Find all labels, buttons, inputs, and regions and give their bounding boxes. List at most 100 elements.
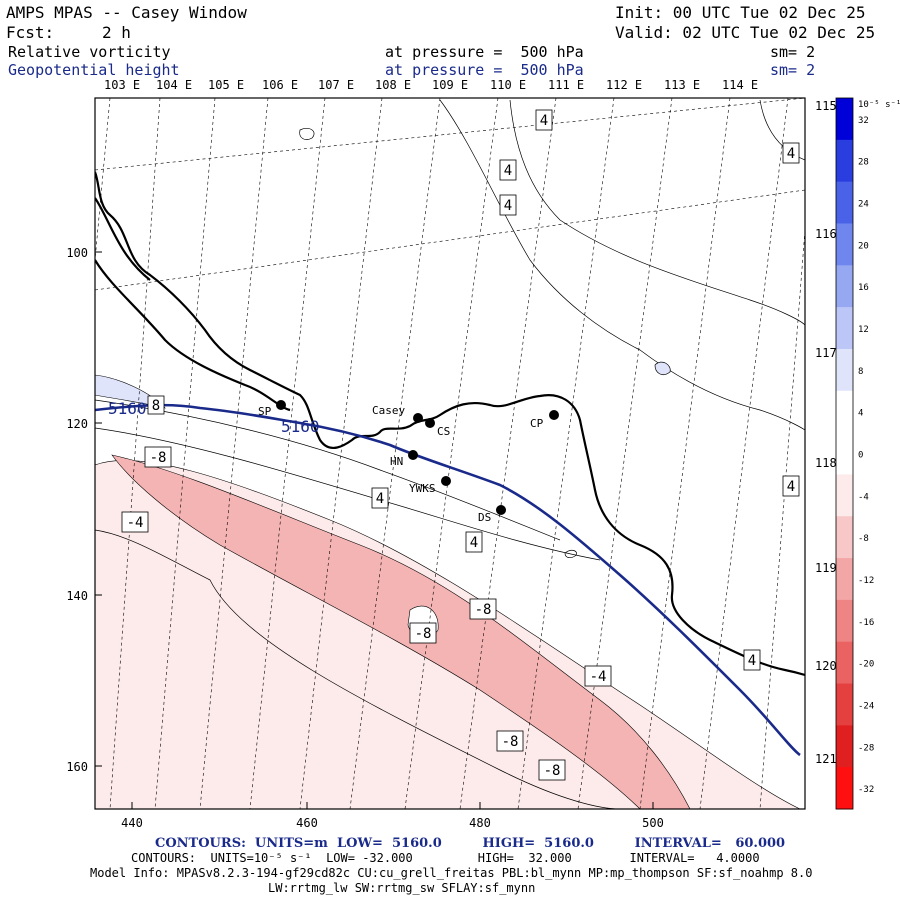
vorticity-contour xyxy=(439,99,805,431)
vort-label-box: 8 xyxy=(147,395,165,415)
vort-label-box: 4 xyxy=(499,159,517,181)
svg-text:-4: -4 xyxy=(590,669,607,685)
station-marker xyxy=(413,413,423,423)
init-time: Init: 00 UTC Tue 02 Dec 25 xyxy=(615,3,866,22)
station-label: YWKS xyxy=(409,482,436,495)
coastline xyxy=(95,197,151,281)
height-contour-info: CONTOURS: UNITS=m LOW= 5160.0 HIGH= 5160… xyxy=(155,836,786,851)
valid-time: Valid: 02 UTC Tue 02 Dec 25 xyxy=(615,23,876,42)
lon-label: 111 E xyxy=(548,78,584,92)
svg-text:-8: -8 xyxy=(415,626,432,642)
colorbar-tick-label: 16 xyxy=(858,283,869,293)
grid-line xyxy=(199,98,269,809)
vort-label-box: -8 xyxy=(409,622,437,644)
colorbar-swatch xyxy=(836,390,853,434)
vort-label-box: 4 xyxy=(499,194,517,216)
colorbar-tick-label: -24 xyxy=(858,701,874,711)
vorticity-contour xyxy=(654,361,671,375)
svg-text:4: 4 xyxy=(787,146,795,162)
vorticity-shade-pos8 xyxy=(95,374,166,409)
vort-label-box: 4 xyxy=(782,142,800,164)
colorbar-swatch xyxy=(836,641,853,685)
station-label: Casey xyxy=(372,404,405,417)
colorbar-swatch xyxy=(836,474,853,517)
colorbar-swatch xyxy=(836,599,853,643)
colorbar: 32 28 24 20 16 12 8 4 0 -4 -8 -12 -16 -20 -24 -28 -32 xyxy=(835,97,874,810)
lon-label: 104 E xyxy=(156,78,192,92)
model-info-physics: LW:rrtmg_lw SW:rrtmg_sw SFLAY:sf_mynn xyxy=(268,881,536,895)
fcst-label: Fcst: xyxy=(6,23,55,42)
svg-text:4: 4 xyxy=(540,113,548,129)
x-tick-label: 440 xyxy=(121,816,143,830)
colorbar-tick-label: 28 xyxy=(858,158,869,168)
svg-text:4: 4 xyxy=(376,491,384,507)
vort-label-box: -8 xyxy=(469,598,497,620)
lon-label: 114 E xyxy=(722,78,758,92)
vort-label-box: 4 xyxy=(782,475,800,497)
colorbar-units: 10⁻⁵ s⁻¹ xyxy=(858,100,900,110)
colorbar-tick-label: 12 xyxy=(858,325,869,335)
svg-text:4: 4 xyxy=(504,198,512,214)
station-label: CP xyxy=(530,417,544,430)
station-label: DS xyxy=(478,511,491,524)
field1-level: at pressure = 500 hPa xyxy=(385,43,584,61)
vorticity-contour xyxy=(509,99,805,326)
coastline xyxy=(95,259,291,412)
lon-label: 107 E xyxy=(318,78,354,92)
grid-line xyxy=(154,98,216,809)
field1-smoothing: sm= 2 xyxy=(770,43,816,61)
colorbar-tick-label: 24 xyxy=(858,200,869,210)
station-marker xyxy=(408,450,418,460)
colorbar-tick-label: -16 xyxy=(858,618,874,628)
lon-label: 108 E xyxy=(375,78,411,92)
field2-name: Geopotential height xyxy=(8,61,180,79)
colorbar-tick-label: -32 xyxy=(858,785,874,795)
field1-name: Relative vorticity xyxy=(8,43,171,61)
height-contour-5160 xyxy=(95,403,801,757)
svg-text:4: 4 xyxy=(748,653,756,669)
lon-label: 105 E xyxy=(208,78,244,92)
colorbar-tick-label: -12 xyxy=(858,576,874,586)
colorbar-tick-label: -4 xyxy=(858,492,869,502)
vorticity-contour xyxy=(95,529,621,809)
colorbar-swatch xyxy=(836,725,853,768)
x-tick-label: 500 xyxy=(642,816,664,830)
colorbar-swatch xyxy=(836,223,853,266)
colorbar-swatch xyxy=(836,558,853,601)
colorbar-swatch xyxy=(836,516,853,559)
vort-label-box: -8 xyxy=(538,759,566,781)
station-marker xyxy=(276,400,286,410)
vort-label-box: 4 xyxy=(465,531,483,553)
lon-label: 109 E xyxy=(432,78,468,92)
vorticity-contour-info: CONTOURS: UNITS=10⁻⁵ s⁻¹ LOW= -32.000 HI… xyxy=(131,851,760,865)
plot-frame xyxy=(94,97,806,810)
height-contour-label: 5160 xyxy=(108,399,147,418)
grid-line xyxy=(95,189,805,291)
colorbar-swatch xyxy=(836,432,853,475)
grid-line xyxy=(95,98,805,171)
grid-line xyxy=(109,98,161,809)
field2-level: at pressure = 500 hPa xyxy=(385,61,584,79)
svg-text:-8: -8 xyxy=(544,763,561,779)
lon-label: 103 E xyxy=(104,78,140,92)
grid-line xyxy=(639,98,731,809)
lon-label: 112 E xyxy=(606,78,642,92)
colorbar-tick-label: -8 xyxy=(858,534,869,544)
colorbar-swatch xyxy=(836,265,853,308)
station-label: HN xyxy=(390,455,403,468)
y-tick-label: 160 xyxy=(66,760,88,774)
station-marker xyxy=(496,505,506,515)
station-label: CS xyxy=(437,425,450,438)
height-contour-label: 5160 xyxy=(281,417,320,436)
svg-text:4: 4 xyxy=(470,535,478,551)
colorbar-tick-label: -28 xyxy=(858,743,874,753)
svg-text:-8: -8 xyxy=(150,450,167,466)
vort-label-box: -8 xyxy=(496,730,524,752)
colorbar-tick-label: -20 xyxy=(858,660,874,670)
vorticity-shade-neg8 xyxy=(111,454,691,809)
x-tick-label: 460 xyxy=(296,816,318,830)
vort-label-box: -8 xyxy=(144,446,172,468)
station-marker xyxy=(441,476,451,486)
y-tick-label: 140 xyxy=(66,589,88,603)
